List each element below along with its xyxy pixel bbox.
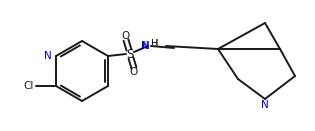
Text: N: N [141,41,149,51]
Text: N: N [44,51,52,61]
Text: H: H [151,39,158,49]
Text: S: S [126,48,134,61]
Text: N: N [261,100,269,110]
Text: H: H [151,39,158,49]
Text: N: N [142,41,150,51]
Text: Cl: Cl [24,81,34,91]
Text: O: O [122,31,130,41]
Text: O: O [130,67,138,77]
